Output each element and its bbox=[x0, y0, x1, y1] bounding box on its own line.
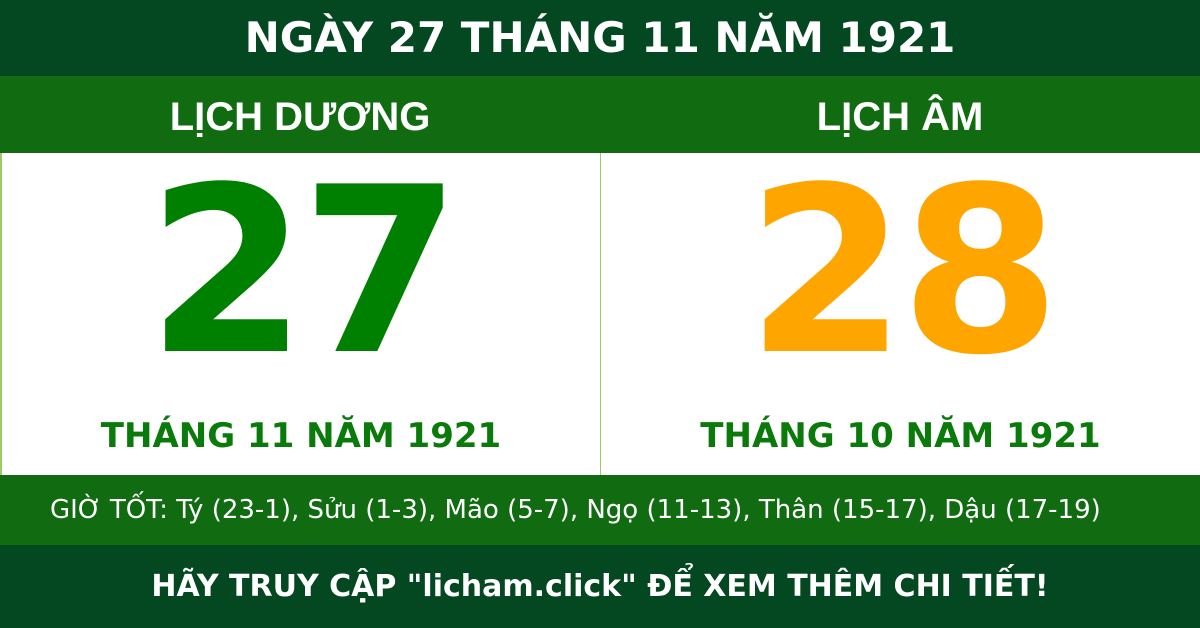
solar-calendar-label: LỊCH DƯƠNG bbox=[169, 95, 431, 139]
calendar-headers: LỊCH DƯƠNG LỊCH ÂM bbox=[0, 76, 1200, 153]
footer-cta: HÃY TRUY CẬP "licham.click" ĐỂ XEM THÊM … bbox=[0, 545, 1200, 628]
solar-month-year: THÁNG 11 NĂM 1921 bbox=[100, 416, 502, 456]
good-hours: GIỜ TỐT: Tý (23-1), Sửu (1-3), Mão (5-7)… bbox=[0, 475, 1200, 545]
solar-day: 27 bbox=[146, 139, 461, 406]
lunar-calendar-label: LỊCH ÂM bbox=[816, 95, 984, 139]
lunar-day: 28 bbox=[746, 139, 1060, 406]
lunar-calendar: 28 THÁNG 10 NĂM 1921 bbox=[600, 153, 1200, 475]
lunar-month-year: THÁNG 10 NĂM 1921 bbox=[700, 416, 1101, 456]
solar-calendar: 27 THÁNG 11 NĂM 1921 bbox=[0, 153, 600, 475]
page-title: NGÀY 27 THÁNG 11 NĂM 1921 bbox=[0, 0, 1200, 76]
